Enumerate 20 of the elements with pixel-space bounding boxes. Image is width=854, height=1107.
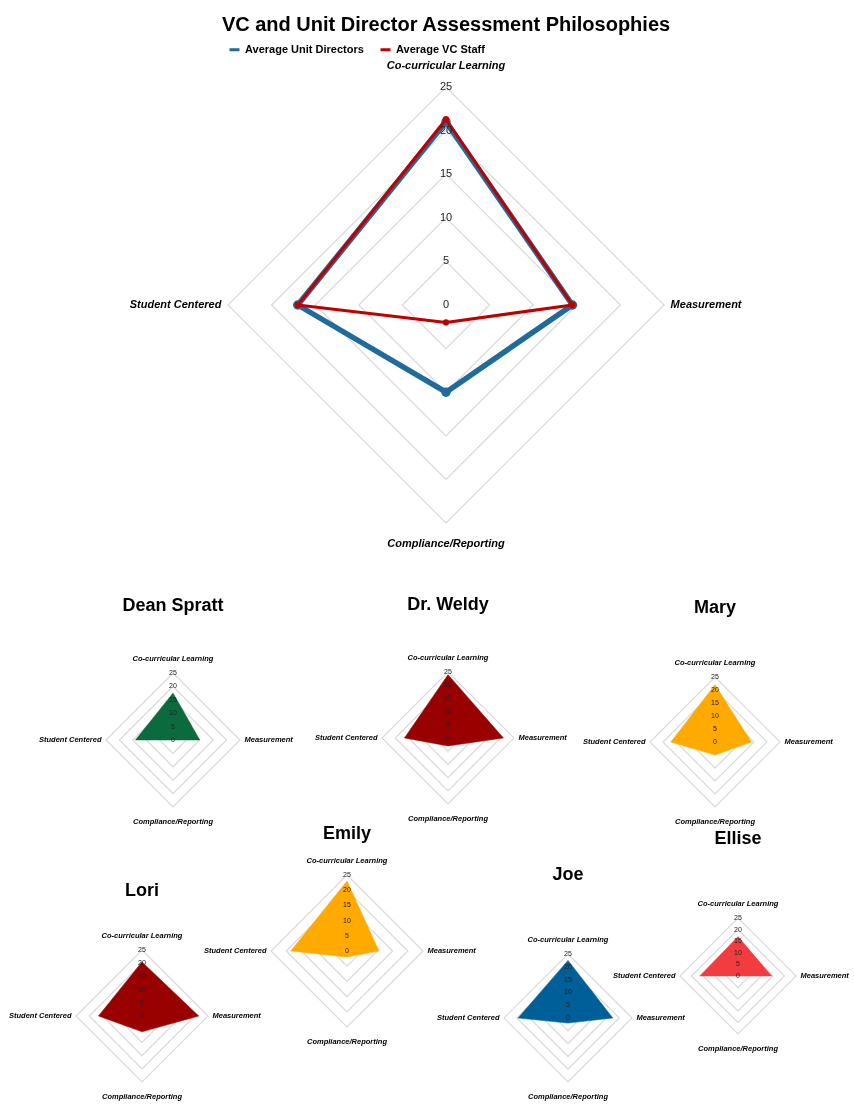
y-tick-label: 20 <box>439 123 453 136</box>
chart-title: Ellise <box>714 828 762 848</box>
chart-title: Joe <box>552 864 584 884</box>
chart-title: Lori <box>125 880 159 900</box>
chart-title: Dean Spratt <box>122 595 224 615</box>
y-tick-label: 15 <box>439 167 453 180</box>
y-tick-label: 10 <box>439 210 453 223</box>
chart-title: VC and Unit Director Assessment Philosophies <box>221 13 671 35</box>
legend-label: Average VC Staff <box>396 42 486 55</box>
chart-title: Emily <box>322 823 372 843</box>
spoke-label: Co-curricular Learning <box>386 59 506 72</box>
spoke-label: Student Centered <box>129 298 222 310</box>
chart-title: Mary <box>693 597 737 617</box>
y-tick-label: 5 <box>442 254 450 267</box>
y-tick-label: 25 <box>439 80 453 92</box>
y-tick-label: 0 <box>442 298 450 310</box>
legend-label: Average Unit Directors <box>245 42 364 55</box>
chart-title: Dr. Weldy <box>407 594 489 614</box>
spoke-label: Measurement <box>670 298 743 310</box>
spoke-label: Compliance/Reporting <box>387 537 505 550</box>
